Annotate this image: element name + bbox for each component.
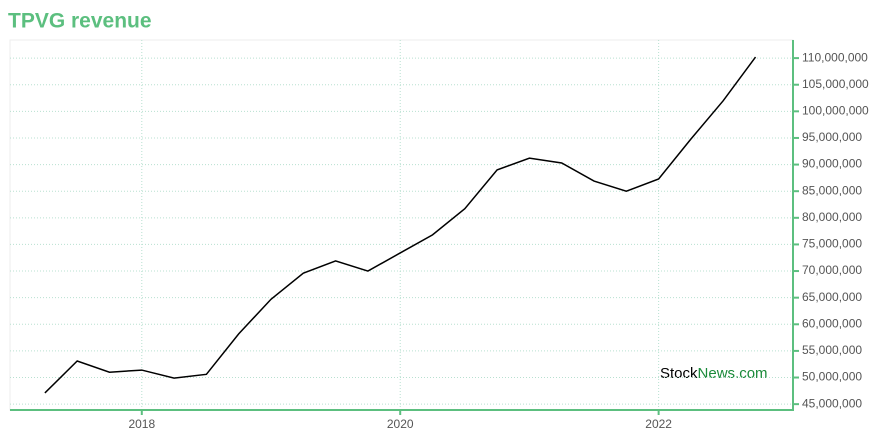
y-tick-label: 75,000,000	[802, 237, 862, 251]
y-tick-label: 45,000,000	[802, 396, 862, 410]
y-tick-label: 110,000,000	[802, 50, 868, 64]
y-tick-label: 70,000,000	[802, 263, 862, 277]
y-tick-label: 90,000,000	[802, 157, 862, 171]
plot-frame	[9, 39, 794, 411]
watermark-brand: Stock	[660, 365, 698, 382]
y-tick-label: 60,000,000	[802, 316, 862, 330]
watermark: StockNews.com	[660, 365, 768, 382]
y-tick-label: 105,000,000	[802, 77, 869, 91]
chart-title: TPVG revenue	[8, 10, 152, 33]
x-tick-label: 2022	[645, 417, 672, 431]
y-tick-label: 65,000,000	[802, 290, 862, 304]
y-tick-label: 80,000,000	[802, 210, 862, 224]
y-tick-label: 50,000,000	[802, 370, 862, 384]
x-tick-label: 2018	[128, 417, 155, 431]
watermark-domain: News.com	[698, 365, 768, 382]
y-tick-label: 85,000,000	[802, 183, 862, 197]
data-line	[44, 56, 757, 394]
x-tick-label: 2020	[387, 417, 414, 431]
y-tick-label: 55,000,000	[802, 343, 862, 357]
y-tick-label: 100,000,000	[802, 104, 869, 118]
y-tick-label: 95,000,000	[802, 130, 862, 144]
